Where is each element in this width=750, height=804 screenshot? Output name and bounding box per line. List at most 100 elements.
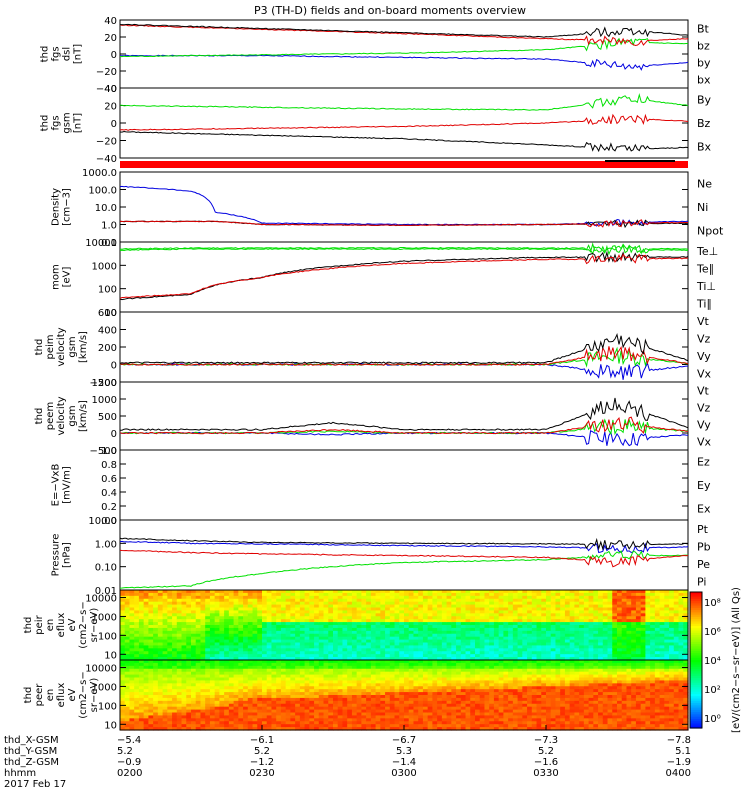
- y-tick-label: 1.0: [101, 221, 117, 232]
- y-axis-label-line: (cm2−s−: [78, 601, 89, 648]
- y-axis-label-line: [mV/m]: [62, 466, 73, 504]
- legend-entry: Vy: [697, 419, 711, 432]
- y-axis-label-line: [cm−3]: [62, 188, 73, 226]
- y-tick-label: 0.4: [101, 488, 117, 499]
- y-tick-label: 100.0: [88, 186, 117, 197]
- y-axis-label: mom[eV]: [51, 264, 73, 290]
- y-tick-label: 10000: [85, 594, 117, 605]
- legend-entry: Vx: [697, 436, 712, 449]
- legend-entry: Pe: [697, 558, 710, 571]
- y-tick-label: 0: [111, 50, 117, 61]
- series-line-Bx: [120, 132, 688, 151]
- legend-entry: Bt: [697, 23, 710, 36]
- legend-entry: Ne: [697, 178, 712, 191]
- y-axis-label-line: en: [45, 619, 56, 632]
- y-axis-label-line: E=−VxB: [51, 464, 62, 507]
- y-tick-label: 20: [104, 33, 117, 44]
- legend-entry: Ni: [697, 201, 708, 214]
- y-tick-label: −40: [96, 154, 117, 165]
- y-axis-label-line: peim: [45, 334, 56, 359]
- y-axis-label-line: sr−eV): [89, 608, 100, 643]
- legend-entry: Ex: [697, 502, 711, 515]
- legend-entry: Vt: [697, 315, 710, 328]
- series-line-By: [120, 95, 688, 110]
- legend-entry: Vz: [697, 402, 711, 415]
- y-axis-label-line: mom: [51, 264, 62, 290]
- y-axis-label-line: peir: [34, 614, 45, 634]
- y-tick-label: 0: [111, 119, 117, 130]
- legend-entry: Bz: [697, 117, 711, 130]
- y-tick-label: −20: [96, 67, 117, 78]
- y-tick-label: 10.0: [95, 203, 117, 214]
- legend-entry: Vy: [697, 350, 711, 363]
- legend-entry: bz: [697, 40, 710, 53]
- legend-entry: by: [697, 57, 711, 70]
- y-axis-label-line: thd: [40, 46, 51, 63]
- y-tick-label: 40: [104, 16, 117, 27]
- y-axis-label-line: [km/s]: [78, 331, 89, 363]
- series-line-Bt: [120, 24, 688, 37]
- y-axis-label-line: [eV]: [62, 267, 73, 288]
- y-tick-label: 200: [98, 343, 117, 354]
- y-tick-label: 1000: [92, 395, 117, 406]
- y-tick-label: 0: [111, 361, 117, 372]
- y-tick-label: 1000: [92, 261, 117, 272]
- y-tick-label: 100: [98, 631, 117, 642]
- y-tick-label: 0.2: [101, 502, 117, 513]
- y-tick-label: 40: [104, 84, 117, 95]
- y-axis-label-line: Pressure: [51, 534, 62, 577]
- legend-entry: Vz: [697, 332, 711, 345]
- y-tick-label: 10000: [85, 238, 117, 249]
- series-line-Vt: [120, 335, 688, 364]
- y-axis-label-line: velocity: [56, 327, 67, 366]
- legend-entry: Vt: [697, 385, 710, 398]
- y-axis-label-line: Density: [51, 188, 62, 226]
- series-line-Npot: [120, 186, 688, 226]
- legend-entry: Pt: [697, 523, 709, 536]
- y-axis-label-line: gsm: [67, 336, 78, 357]
- y-axis-label-line: thd: [23, 617, 34, 634]
- legend-entry: Ti⊥: [696, 280, 716, 293]
- chart-title: P3 (TH-D) fields and on-board moments ov…: [254, 4, 526, 17]
- y-tick-label: 1.00: [95, 539, 117, 550]
- legend-entry: Ti∥: [696, 297, 712, 310]
- legend-entry: Te∥: [696, 262, 714, 275]
- y-axis-label: Density[cm−3]: [51, 188, 73, 226]
- y-axis-label-line: dsl: [62, 47, 73, 61]
- y-axis-label-line: eflux: [56, 613, 67, 638]
- series-line-Pe: [120, 551, 688, 588]
- y-axis-label-line: [nT]: [73, 44, 84, 64]
- legend-entry: Pi: [697, 575, 706, 588]
- legend-entry: Ey: [697, 479, 711, 492]
- y-axis-label-line: peem: [45, 402, 56, 430]
- y-axis-label-line: gsm: [62, 112, 73, 133]
- panel-frame: [120, 20, 688, 88]
- y-tick-label: 1500: [92, 378, 117, 389]
- legend-entry: Bx: [697, 140, 712, 153]
- y-axis-label-line: eV: [67, 618, 78, 631]
- legend-entry: bx: [697, 74, 711, 87]
- y-axis-label-line: [nPa]: [62, 542, 73, 568]
- y-tick-label: 1.0: [101, 446, 117, 457]
- legend-entry: Ez: [697, 456, 710, 469]
- legend-entry: By: [697, 94, 712, 107]
- legend-entry: Pb: [697, 540, 711, 553]
- legend-entry: Te⊥: [696, 245, 718, 258]
- y-axis-label-line: thd: [40, 115, 51, 132]
- y-axis-label-line: fgs: [51, 46, 62, 61]
- y-tick-label: 0.8: [101, 460, 117, 471]
- series-line-bx: [120, 55, 688, 69]
